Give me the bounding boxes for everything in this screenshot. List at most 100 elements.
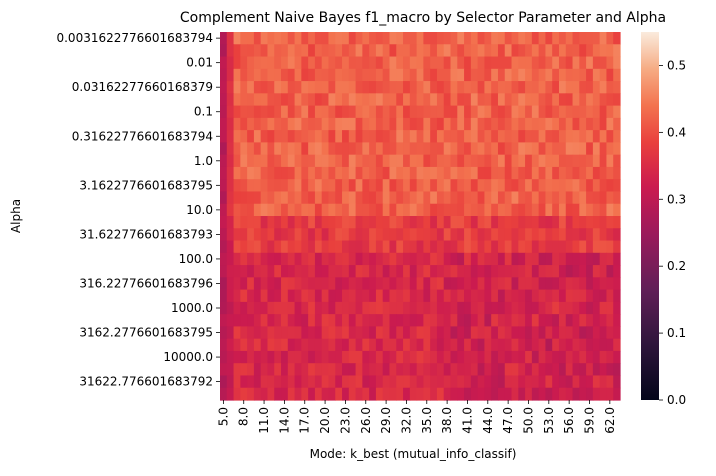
- heatmap-cell: [538, 166, 547, 180]
- heatmap-cell: [579, 228, 587, 242]
- heatmap-cell: [592, 56, 601, 70]
- heatmap-cell: [301, 105, 309, 119]
- heatmap-cell: [586, 375, 594, 389]
- heatmap-cell: [314, 154, 323, 168]
- heatmap-cell: [504, 216, 513, 229]
- heatmap-cell: [260, 326, 269, 340]
- heatmap-cell: [321, 130, 330, 143]
- heatmap-cell: [348, 216, 357, 229]
- heatmap-cell: [233, 44, 241, 58]
- heatmap-cell: [599, 338, 608, 352]
- heatmap-cell: [545, 130, 553, 143]
- heatmap-cell: [525, 154, 533, 168]
- heatmap-cell: [355, 252, 363, 266]
- heatmap-cell: [558, 179, 567, 193]
- heatmap-cell: [382, 252, 391, 266]
- heatmap-cell: [267, 289, 275, 303]
- heatmap-cell: [599, 301, 608, 315]
- heatmap-cell: [233, 265, 241, 278]
- heatmap-cell: [552, 326, 560, 340]
- heatmap-cell: [552, 375, 560, 389]
- heatmap-cell: [240, 105, 248, 119]
- heatmap-cell: [579, 142, 587, 156]
- heatmap-cell: [369, 81, 377, 94]
- heatmap-cell: [274, 252, 282, 266]
- heatmap-cell: [579, 203, 587, 217]
- heatmap-cell: [613, 289, 621, 303]
- heatmap-cell: [592, 105, 601, 119]
- heatmap-cell: [552, 350, 560, 364]
- heatmap-cell: [613, 130, 621, 143]
- heatmap-cell: [328, 338, 336, 352]
- heatmap-cell: [558, 326, 567, 340]
- heatmap-cell: [592, 314, 601, 327]
- heatmap-cell: [355, 117, 363, 131]
- heatmap-cell: [301, 252, 309, 266]
- heatmap-cell: [491, 203, 499, 217]
- heatmap-cell: [552, 252, 560, 266]
- heatmap-cell: [592, 338, 601, 352]
- heatmap-cell: [287, 216, 296, 229]
- heatmap-cell: [335, 338, 343, 352]
- x-tick-label: 8.0: [237, 407, 251, 426]
- heatmap-cell: [247, 32, 255, 45]
- heatmap-cell: [287, 142, 296, 156]
- heatmap-cell: [579, 314, 587, 327]
- heatmap-cell: [545, 81, 553, 94]
- heatmap-cell: [274, 191, 282, 205]
- heatmap-cell: [382, 32, 391, 45]
- x-tick-label: 44.0: [481, 407, 495, 434]
- heatmap-cell: [464, 56, 472, 70]
- heatmap-cell: [470, 216, 479, 229]
- heatmap-cell: [321, 314, 330, 327]
- heatmap-cell: [518, 338, 526, 352]
- heatmap-cell: [308, 277, 316, 291]
- heatmap-cell: [592, 32, 601, 45]
- heatmap-cell: [362, 277, 370, 291]
- heatmap-cell: [586, 117, 594, 131]
- heatmap-cell: [403, 179, 411, 193]
- heatmap-cell: [450, 81, 458, 94]
- heatmap-cell: [382, 289, 391, 303]
- heatmap-cell: [491, 228, 499, 242]
- heatmap-cell: [525, 203, 533, 217]
- heatmap-cell: [497, 363, 506, 377]
- heatmap-cell: [504, 314, 513, 327]
- heatmap-cell: [287, 56, 296, 70]
- heatmap-cell: [586, 301, 594, 315]
- heatmap-cell: [403, 240, 411, 254]
- heatmap-cell: [348, 326, 357, 340]
- heatmap-cell: [518, 105, 526, 119]
- heatmap-cell: [565, 363, 574, 377]
- heatmap-cell: [287, 314, 296, 327]
- heatmap-cell: [355, 32, 363, 45]
- heatmap-cell: [247, 203, 255, 217]
- heatmap-cell: [240, 93, 248, 107]
- heatmap-cell: [226, 130, 235, 143]
- heatmap-cell: [301, 265, 309, 278]
- heatmap-cell: [606, 314, 614, 327]
- heatmap-cell: [531, 314, 540, 327]
- heatmap-cell: [436, 154, 445, 168]
- heatmap-cell: [572, 154, 580, 168]
- heatmap-cell: [552, 314, 560, 327]
- heatmap-cell: [558, 252, 567, 266]
- heatmap-cell: [335, 228, 343, 242]
- heatmap-cell: [497, 191, 506, 205]
- heatmap-cell: [491, 314, 499, 327]
- heatmap-cell: [579, 154, 587, 168]
- heatmap-cell: [558, 363, 567, 377]
- heatmap-cell: [287, 32, 296, 45]
- heatmap-cell: [558, 216, 567, 229]
- heatmap-cell: [565, 326, 574, 340]
- heatmap-cell: [335, 375, 343, 389]
- heatmap-cell: [545, 105, 553, 119]
- heatmap-cell: [396, 203, 404, 217]
- heatmap-cell: [308, 350, 316, 364]
- heatmap-cell: [572, 252, 580, 266]
- heatmap-cell: [314, 130, 323, 143]
- heatmap-cell: [308, 314, 316, 327]
- heatmap-cell: [342, 32, 350, 45]
- heatmap-cell: [226, 252, 235, 266]
- heatmap-cell: [464, 387, 472, 401]
